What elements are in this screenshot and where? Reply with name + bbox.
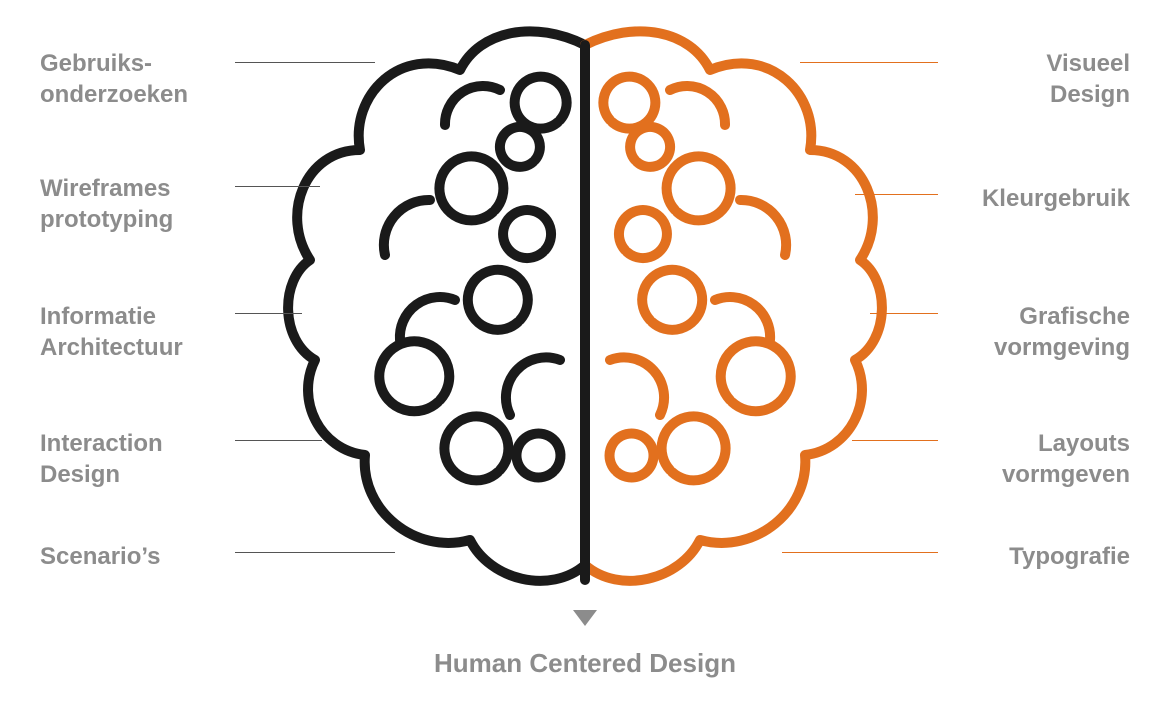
label-informatie-architectuur-line: Informatie: [40, 301, 260, 332]
label-kleurgebruik-line: Kleurgebruik: [910, 183, 1130, 214]
label-scenarios-line: Scenario’s: [40, 541, 260, 572]
label-grafische-vormgeving-line: Grafische: [910, 301, 1130, 332]
label-visueel-design-line: Visueel: [910, 48, 1130, 79]
label-informatie-architectuur: InformatieArchitectuur: [0, 301, 260, 363]
label-grafische-vormgeving: Grafischevormgeving: [910, 301, 1170, 363]
label-interaction-design-line: Design: [40, 459, 260, 490]
label-gebruiksonderzoeken-line: onderzoeken: [40, 79, 260, 110]
label-wireframes-prototyping-line: Wireframes: [40, 173, 260, 204]
connector-wireframes-prototyping: [235, 186, 320, 187]
connector-grafische-vormgeving: [870, 313, 938, 314]
label-informatie-architectuur-line: Architectuur: [40, 332, 260, 363]
footer-caption: Human Centered Design: [0, 648, 1170, 679]
label-wireframes-prototyping-line: prototyping: [40, 204, 260, 235]
label-interaction-design: InteractionDesign: [0, 428, 260, 490]
connector-gebruiksonderzoeken: [235, 62, 375, 63]
connector-layouts-vormgeven: [852, 440, 938, 441]
label-layouts-vormgeven-line: vormgeven: [910, 459, 1130, 490]
label-scenarios: Scenario’s: [0, 541, 260, 572]
label-typografie-line: Typografie: [910, 541, 1130, 572]
connector-kleurgebruik: [855, 194, 938, 195]
connector-typografie: [782, 552, 938, 553]
label-visueel-design-line: Design: [910, 79, 1130, 110]
label-grafische-vormgeving-line: vormgeving: [910, 332, 1130, 363]
label-visueel-design: VisueelDesign: [910, 48, 1170, 110]
connector-informatie-architectuur: [235, 313, 302, 314]
down-triangle-icon: [573, 610, 597, 626]
label-gebruiksonderzoeken: Gebruiks-onderzoeken: [0, 48, 260, 110]
connector-interaction-design: [235, 440, 322, 441]
label-interaction-design-line: Interaction: [40, 428, 260, 459]
connector-visueel-design: [800, 62, 938, 63]
label-kleurgebruik: Kleurgebruik: [910, 183, 1170, 214]
label-typografie: Typografie: [910, 541, 1170, 572]
label-layouts-vormgeven: Layoutsvormgeven: [910, 428, 1170, 490]
connector-scenarios: [235, 552, 395, 553]
label-layouts-vormgeven-line: Layouts: [910, 428, 1130, 459]
label-gebruiksonderzoeken-line: Gebruiks-: [40, 48, 260, 79]
label-wireframes-prototyping: Wireframesprototyping: [0, 173, 260, 235]
